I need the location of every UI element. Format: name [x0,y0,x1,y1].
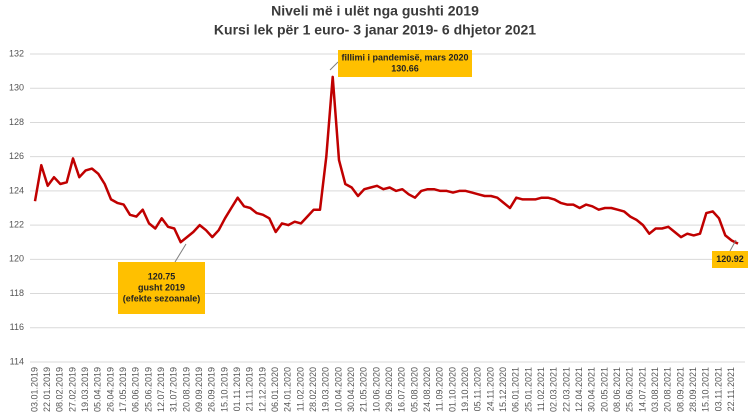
y-tick-label: 124 [9,185,24,195]
x-tick-label: 20.05.2021 [599,367,609,412]
x-tick-label: 11.02.2020 [295,367,305,411]
x-tick-label: 03.01.2019 [29,367,39,412]
x-tick-label: 31.07.2019 [169,367,179,412]
annotation-text: 120.75 [148,271,176,281]
x-tick-label: 15.10.2021 [701,367,711,412]
y-tick-label: 114 [10,356,24,366]
annotation-box [118,262,205,314]
x-tick-label: 24.01.2020 [283,367,293,412]
x-tick-label: 14.07.2021 [637,367,647,412]
y-tick-label: 120 [9,254,24,264]
x-tick-label: 05.11.2020 [473,367,483,411]
x-tick-label: 10.06.2020 [371,367,381,412]
x-tick-label: 06.06.2019 [131,367,141,412]
x-tick-label: 30.04.2021 [587,367,597,412]
y-tick-label: 118 [10,288,24,298]
x-tick-label: 19.10.2020 [460,367,470,412]
x-tick-label: 01.11.2019 [232,367,242,411]
x-tick-label: 08.02.2019 [55,367,65,412]
x-tick-label: 28.02.2020 [308,367,318,412]
x-tick-label: 06.01.2021 [511,367,521,412]
x-tick-label: 19.03.2019 [80,367,90,412]
x-tick-label: 16.07.2020 [397,367,407,412]
x-tick-label: 15.10.2019 [219,367,229,412]
x-tick-label: 15.12.2020 [498,367,508,412]
annotation-box [338,50,472,77]
x-tick-label: 02.03.2021 [549,367,559,412]
annotation-text: (efekte sezoanale) [123,293,201,303]
x-tick-label: 12.07.2019 [156,367,166,412]
y-tick-label: 126 [9,151,24,161]
annotation-leader [174,243,187,263]
x-tick-label: 22.03.2021 [561,367,571,412]
chart-title: Niveli më i ulët nga gushti 2019 [271,3,479,19]
x-tick-label: 03.08.2021 [650,367,660,412]
x-tick-label: 05.04.2019 [93,367,103,412]
x-tick-label: 22.11.2021 [726,367,736,411]
x-tick-label: 11.02.2021 [536,367,546,411]
y-tick-label: 122 [9,219,24,229]
annotation-text: 120.92 [716,254,744,264]
x-tick-label: 24.08.2020 [422,367,432,412]
x-tick-label: 25.06.2019 [143,367,153,412]
x-tick-label: 06.01.2020 [270,367,280,412]
x-tick-label: 26.09.2019 [207,367,217,412]
y-tick-label: 130 [9,83,24,93]
x-tick-label: 24.11.2020 [485,367,495,411]
x-tick-label: 20.08.2019 [181,367,191,412]
line [33,75,739,245]
annotation-text: gusht 2019 [138,282,185,292]
x-tick-label: 19.03.2020 [321,367,331,412]
annotation-leader [729,239,737,252]
x-tick-label: 10.04.2020 [333,367,343,412]
x-tick-label: 20.08.2021 [663,367,673,412]
x-tick-label: 08.09.2021 [675,367,685,412]
x-tick-label: 09.09.2019 [194,367,204,412]
annotation-text: fillimi i pandemisë, mars 2020 [341,52,468,62]
x-tick-label: 27.02.2019 [67,367,77,412]
x-tick-label: 17.05.2019 [118,367,128,412]
x-tick-label: 22.01.2019 [42,367,52,412]
x-tick-label: 11.09.2020 [435,367,445,411]
x-tick-label: 03.11.2021 [713,367,723,411]
x-tick-label: 01.10.2020 [447,367,457,412]
y-tick-label: 116 [10,322,24,332]
y-tick-label: 132 [9,48,24,58]
x-tick-label: 05.08.2020 [409,367,419,412]
annotation-text: 130.66 [391,63,419,73]
chart-subtitle: Kursi lek për 1 euro- 3 janar 2019- 6 dh… [214,22,536,38]
x-tick-label: 30.04.2020 [346,367,356,412]
annotation-leader [329,61,339,71]
x-tick-label: 12.04.2021 [574,367,584,412]
x-tick-label: 21.11.2019 [245,367,255,411]
x-tick-label: 26.04.2019 [105,367,115,412]
x-tick-label: 25.01.2021 [523,367,533,412]
x-tick-label: 12.12.2019 [257,367,267,412]
x-tick-label: 21.05.2020 [359,367,369,412]
x-tick-label: 25.06.2021 [625,367,635,412]
x-tick-label: 08.06.2021 [612,367,622,412]
x-tick-label: 28.09.2021 [688,367,698,412]
x-tick-label: 29.06.2020 [384,367,394,412]
annotation-box [712,251,748,268]
y-tick-label: 128 [9,117,24,127]
